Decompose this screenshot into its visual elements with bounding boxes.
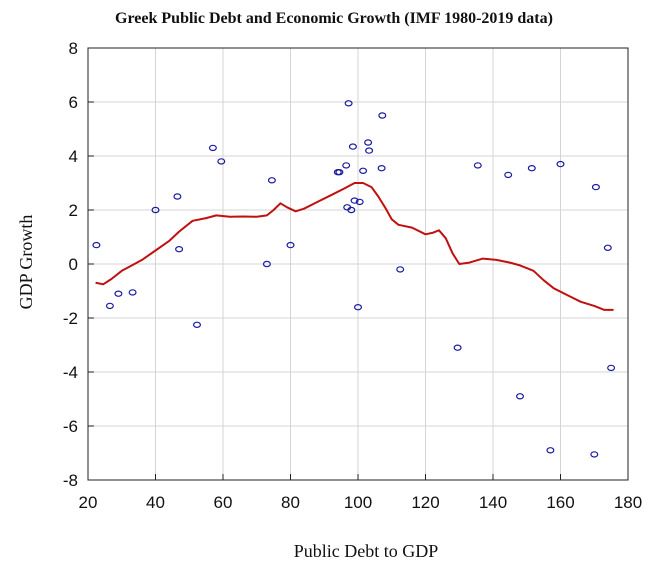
y-tick-label: 6 — [69, 93, 78, 112]
trend-line — [95, 182, 614, 311]
data-point — [128, 289, 137, 296]
x-tick-label: 80 — [281, 493, 300, 512]
data-point — [378, 112, 387, 119]
data-point — [603, 244, 612, 251]
data-point — [590, 451, 599, 458]
data-point — [286, 241, 295, 249]
x-axis-title: Public Debt to GDP — [294, 541, 439, 561]
data-point — [151, 206, 160, 214]
data-point — [342, 162, 351, 169]
data-point — [193, 321, 202, 328]
data-point — [504, 171, 513, 179]
y-tick-label: 2 — [69, 201, 78, 220]
data-point — [359, 167, 368, 174]
chart-title: Greek Public Debt and Economic Growth (I… — [115, 10, 553, 27]
x-tick-label: 60 — [214, 493, 233, 512]
y-tick-label: -4 — [63, 363, 78, 382]
data-point — [92, 241, 101, 249]
data-point — [396, 266, 405, 273]
y-tick-label: 0 — [69, 255, 78, 274]
data-point — [473, 162, 482, 169]
y-tick-label: -8 — [63, 471, 78, 490]
data-point — [217, 158, 226, 165]
data-point — [173, 193, 182, 200]
x-tick-label: 120 — [411, 493, 439, 512]
data-point — [591, 183, 600, 191]
data-point — [267, 177, 276, 184]
data-point — [348, 143, 357, 150]
x-tick-label: 40 — [146, 493, 165, 512]
points-layer — [92, 100, 616, 458]
grid-layer — [88, 48, 628, 480]
data-point — [105, 302, 114, 310]
ticks-layer: 20 40 60 80 100 120 140 160 180 -8 -6 -4 -2 0 2 4 6 8 — [63, 39, 642, 512]
x-tick-label: 140 — [479, 493, 507, 512]
data-point — [114, 290, 123, 297]
x-tick-label: 160 — [546, 493, 574, 512]
data-point — [377, 164, 386, 172]
y-axis-title: GDP Growth — [16, 215, 36, 310]
y-tick-label: 4 — [69, 147, 78, 166]
data-point — [355, 198, 364, 206]
data-point — [515, 393, 524, 400]
x-tick-label: 20 — [79, 493, 98, 512]
data-point — [354, 304, 363, 311]
data-point — [350, 197, 359, 204]
x-tick-label: 100 — [344, 493, 372, 512]
data-point — [347, 206, 356, 214]
data-point — [208, 144, 217, 152]
data-point — [335, 168, 344, 176]
data-point — [607, 364, 616, 372]
data-point — [175, 245, 184, 253]
data-point — [527, 164, 536, 172]
data-point — [453, 344, 462, 351]
data-point — [364, 139, 373, 146]
y-tick-label: 8 — [69, 39, 78, 58]
trend-layer — [95, 182, 614, 311]
data-point — [344, 100, 353, 107]
data-point — [546, 447, 555, 454]
x-tick-label: 180 — [614, 493, 642, 512]
data-point — [556, 160, 565, 168]
data-point — [262, 260, 271, 268]
y-tick-label: -2 — [63, 309, 78, 328]
y-tick-label: -6 — [63, 417, 78, 436]
data-point — [365, 147, 374, 154]
